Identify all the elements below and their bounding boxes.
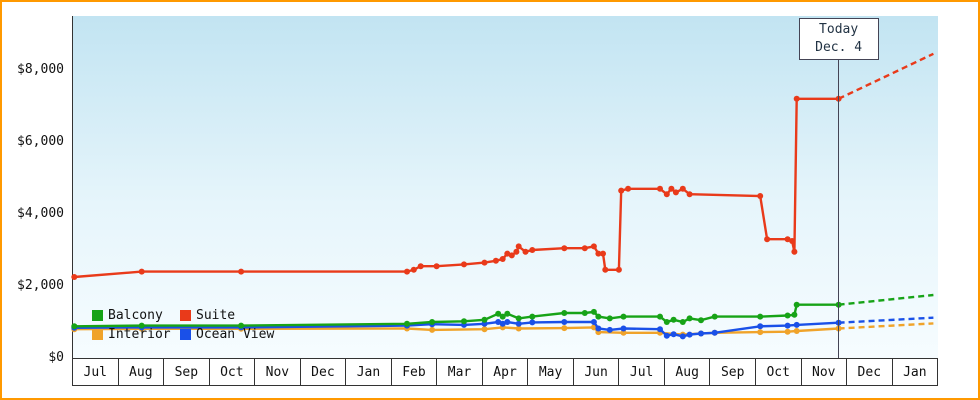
x-axis-month-10-may: May: [527, 359, 573, 385]
x-axis-month-9-apr: Apr: [481, 359, 528, 385]
x-axis: Jul Aug Sep Oct Nov Dec Jan Feb Mar Apr May Jun Jul A…: [72, 358, 938, 386]
legend-label-ocean-view: Ocean View: [196, 327, 275, 342]
legend-item-balcony: Balcony: [92, 308, 180, 323]
y-axis-tick-2000: $2,000: [17, 278, 64, 293]
x-axis-month-2-sep: Sep: [163, 359, 209, 385]
x-axis-month-13-aug: Aug: [663, 359, 710, 385]
x-axis-month-18-jan: Jan: [891, 359, 938, 385]
legend-swatch-suite: [180, 310, 191, 321]
legend-swatch-interior: [92, 329, 103, 340]
legend-label-suite: Suite: [196, 308, 236, 323]
x-axis-month-17-dec: Dec: [846, 359, 892, 385]
x-axis-month-7-feb: Feb: [390, 359, 437, 385]
today-annotation-title: Today: [819, 22, 859, 37]
chart-legend: Balcony Suite Interior Ocean View: [92, 308, 274, 342]
x-axis-month-0-jul: Jul: [73, 359, 118, 385]
y-axis-tick-6000: $6,000: [17, 134, 64, 149]
legend-item-ocean-view: Ocean View: [180, 327, 274, 342]
plot-area: [72, 16, 938, 358]
today-vertical-line: [838, 60, 840, 358]
x-axis-month-14-sep: Sep: [709, 359, 755, 385]
x-axis-month-11-jun: Jun: [572, 359, 619, 385]
y-axis-tick-4000: $4,000: [17, 206, 64, 221]
y-axis-tick-0: $0: [48, 350, 64, 365]
x-axis-month-1-aug: Aug: [117, 359, 164, 385]
x-axis-month-8-mar: Mar: [436, 359, 482, 385]
x-axis-month-5-dec: Dec: [299, 359, 346, 385]
legend-item-interior: Interior: [92, 327, 180, 342]
y-axis-tick-8000: $8,000: [17, 62, 64, 77]
today-annotation-date: Dec. 4: [815, 40, 863, 55]
x-axis-month-16-nov: Nov: [800, 359, 847, 385]
legend-item-suite: Suite: [180, 308, 274, 323]
x-axis-month-12-jul: Jul: [618, 359, 664, 385]
x-axis-month-4-nov: Nov: [254, 359, 300, 385]
today-annotation: Today Dec. 4: [798, 18, 879, 60]
legend-swatch-ocean-view: [180, 329, 191, 340]
legend-swatch-balcony: [92, 310, 103, 321]
legend-label-balcony: Balcony: [108, 308, 163, 323]
legend-label-interior: Interior: [108, 327, 171, 342]
y-axis: $0 $2,000 $4,000 $6,000 $8,000: [2, 2, 64, 365]
x-axis-month-15-oct: Oct: [754, 359, 801, 385]
x-axis-month-3-oct: Oct: [208, 359, 255, 385]
x-axis-month-6-jan: Jan: [345, 359, 391, 385]
